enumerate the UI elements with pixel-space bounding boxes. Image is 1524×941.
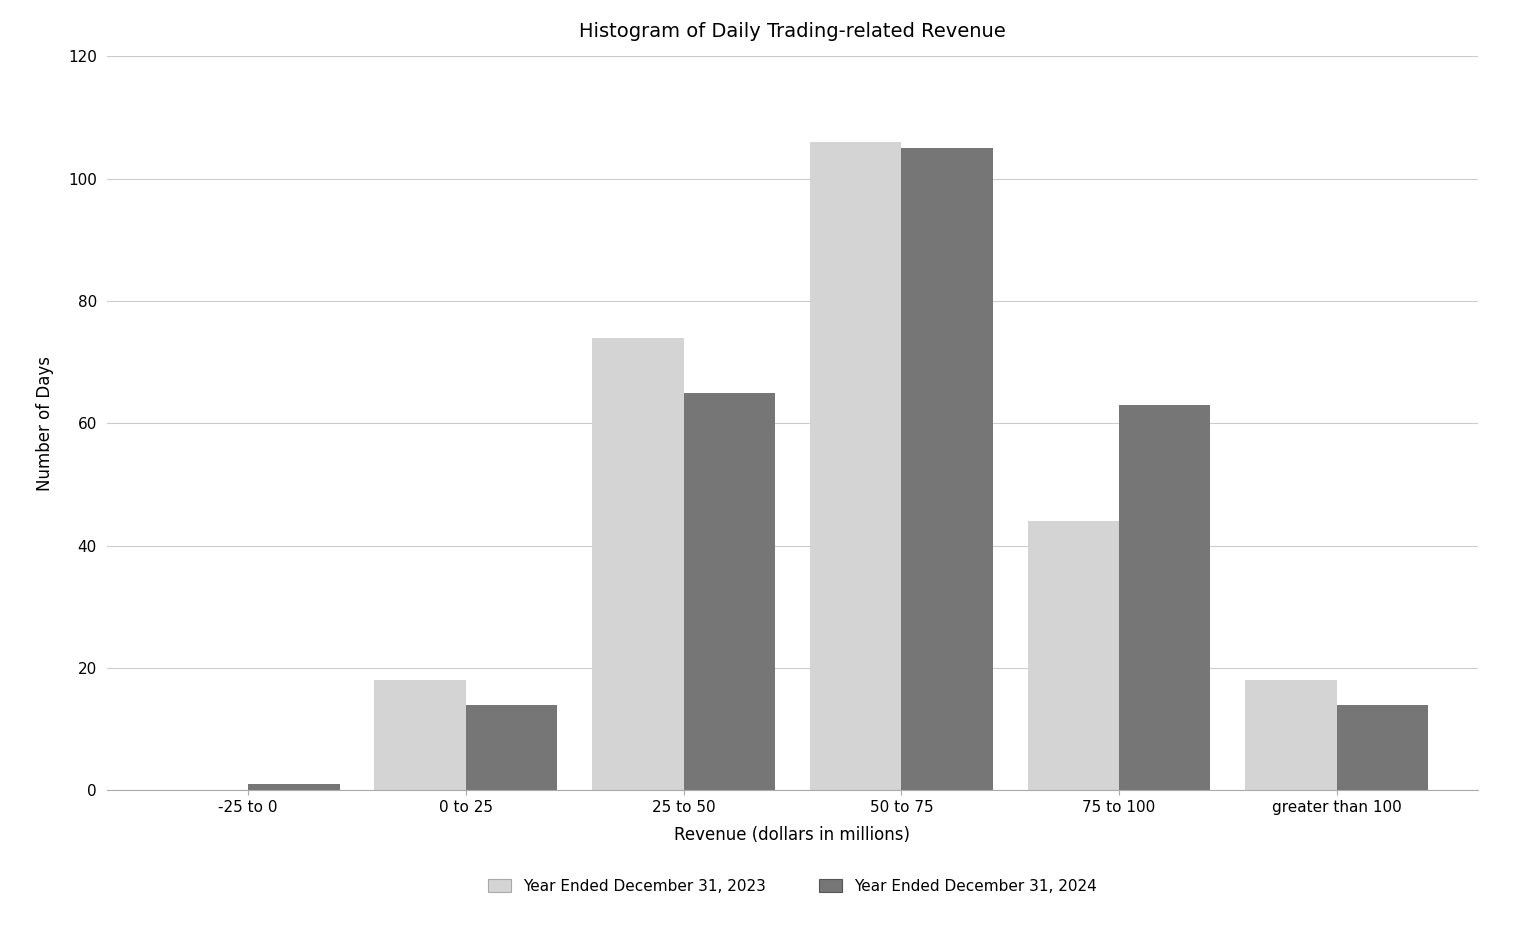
Bar <box>684 393 776 790</box>
Bar <box>593 338 684 790</box>
Title: Histogram of Daily Trading-related Revenue: Histogram of Daily Trading-related Reven… <box>579 22 1006 41</box>
Bar <box>466 705 558 790</box>
Bar <box>1337 705 1428 790</box>
Bar <box>1027 521 1119 790</box>
Bar <box>901 149 992 790</box>
Bar <box>809 142 901 790</box>
Bar <box>1245 680 1337 790</box>
Y-axis label: Number of Days: Number of Days <box>37 356 55 491</box>
Bar <box>248 784 340 790</box>
Bar <box>375 680 466 790</box>
X-axis label: Revenue (dollars in millions): Revenue (dollars in millions) <box>675 826 910 844</box>
Bar <box>1119 405 1210 790</box>
Legend: Year Ended December 31, 2023, Year Ended December 31, 2024: Year Ended December 31, 2023, Year Ended… <box>488 879 1097 894</box>
